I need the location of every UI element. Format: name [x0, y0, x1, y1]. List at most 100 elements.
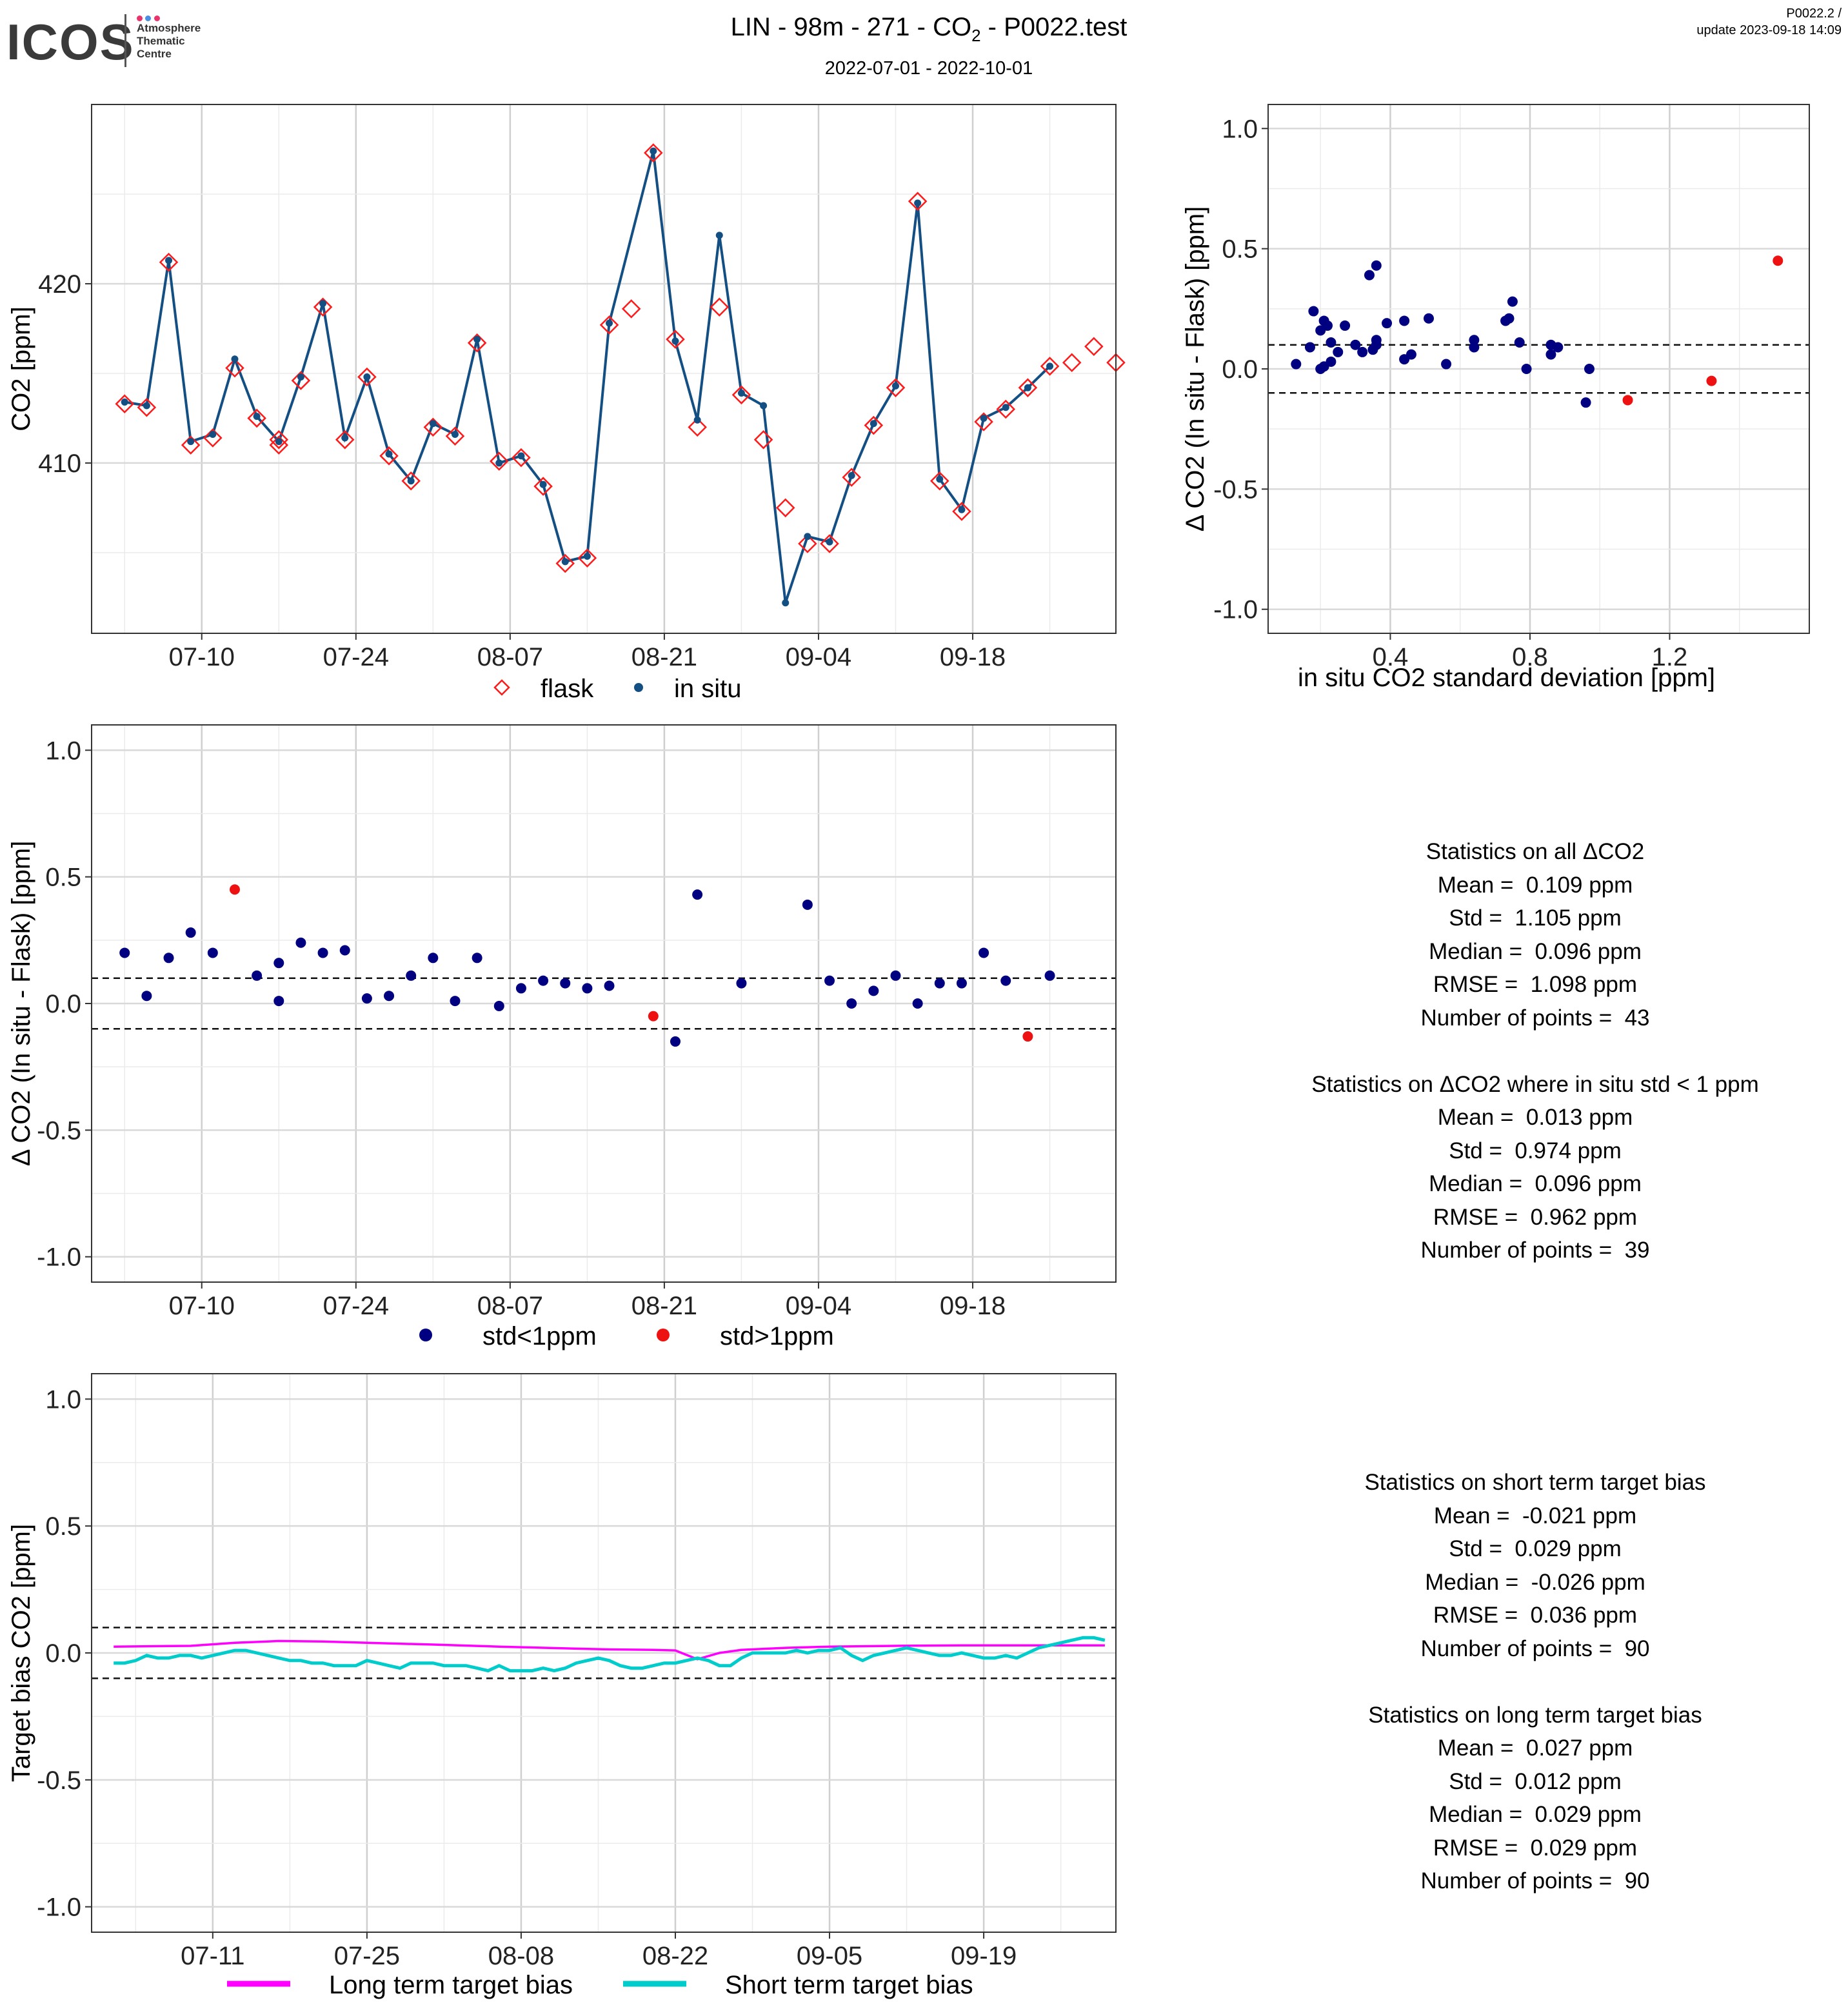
flask-marker — [666, 330, 685, 349]
point-std-below-1ppm — [207, 947, 218, 958]
x-tick-label: 08-08 — [488, 1942, 554, 1970]
point-std-below-1ppm — [295, 937, 306, 948]
y-tick-label: 0.5 — [1222, 235, 1258, 264]
insitu-point — [583, 552, 591, 560]
x-tick-label: 08-07 — [477, 1292, 543, 1320]
x-tick-label: 07-24 — [323, 1292, 389, 1320]
x-tick-label: 09-05 — [797, 1942, 862, 1970]
insitu-point — [253, 413, 261, 420]
point-std-below-1ppm — [1507, 296, 1518, 307]
point-std-below-1ppm — [560, 978, 571, 989]
point-std-above-1ppm — [1022, 1031, 1033, 1042]
insitu-point — [869, 420, 877, 428]
point-std-below-1ppm — [1322, 320, 1333, 331]
flask-marker — [798, 534, 817, 553]
delta-timeseries-panel: 1.0 0.5 0.0 -0.5 -1.0 07-10 07-24 08-07 08-21 09-… — [7, 724, 1117, 1350]
legend-label-long-term: Long term target bias — [329, 1971, 573, 1999]
y-axis-label: Target bias CO2 [ppm] — [7, 1524, 35, 1782]
insitu-point — [143, 402, 150, 410]
y-tick-label: -1.0 — [1213, 596, 1258, 624]
stats-line: Std = 1.105 ppm — [1449, 905, 1622, 931]
insitu-series-line — [124, 150, 1051, 604]
point-std-above-1ppm — [229, 884, 240, 895]
y-axis-label: Δ CO2 (In situ - Flask) [ppm] — [7, 841, 35, 1167]
point-std-below-1ppm — [1308, 306, 1319, 317]
version-label: P0022.2 / — [1786, 6, 1842, 21]
target-bias-panel: 1.0 0.5 0.0 -0.5 -1.0 07-11 07-25 08-08 08-22 09-… — [7, 1373, 1117, 1999]
point-std-below-1ppm — [1382, 318, 1393, 329]
stats-line: Median = 0.096 ppm — [1429, 938, 1642, 964]
point-std-below-1ppm — [163, 953, 174, 964]
flask-marker — [159, 252, 179, 272]
flask-marker — [493, 679, 510, 696]
x-tick-label: 09-19 — [951, 1942, 1017, 1970]
point-std-below-1ppm — [824, 975, 835, 986]
legend-label-std-above: std>1ppm — [720, 1322, 834, 1350]
x-tick-label: 09-18 — [940, 1292, 1006, 1320]
y-tick-label: 0.0 — [45, 990, 81, 1018]
stats-line: Number of points = 90 — [1420, 1868, 1650, 1893]
flask-marker — [974, 412, 993, 431]
flask-marker — [137, 397, 157, 417]
insitu-point — [473, 335, 481, 343]
flask-marker — [269, 430, 289, 450]
flask-marker — [1062, 353, 1082, 373]
point-std-above-1ppm — [1622, 395, 1633, 406]
legend-marker-std-below — [419, 1329, 432, 1341]
x-tick-label: 07-10 — [169, 1292, 235, 1320]
point-std-below-1ppm — [472, 953, 482, 964]
flask-marker — [225, 358, 244, 378]
legend-label-short-term: Short term target bias — [725, 1971, 973, 1999]
point-std-below-1ppm — [934, 978, 945, 989]
point-std-below-1ppm — [1291, 359, 1302, 370]
stats-line: Number of points = 43 — [1420, 1005, 1650, 1031]
insitu-point — [407, 477, 415, 485]
point-std-below-1ppm — [1364, 270, 1375, 281]
point-std-below-1ppm — [361, 993, 372, 1004]
logo-sub-line: Thematic — [137, 35, 185, 47]
insitu-point — [804, 533, 811, 540]
insitu-point — [319, 300, 327, 308]
flask-marker — [842, 468, 861, 487]
point-std-below-1ppm — [406, 970, 417, 981]
y-tick-label: 1.0 — [1222, 115, 1258, 143]
flask-marker — [996, 399, 1016, 419]
point-std-below-1ppm — [979, 947, 989, 958]
flask-marker — [512, 448, 531, 468]
insitu-point — [363, 373, 371, 381]
y-tick-label: -1.0 — [37, 1243, 81, 1272]
title-subscript: 2 — [971, 26, 981, 45]
flask-marker — [731, 385, 751, 405]
x-axis-label: in situ CO2 standard deviation [ppm] — [1298, 664, 1715, 692]
point-std-below-1ppm — [890, 970, 901, 981]
point-std-above-1ppm — [1773, 255, 1783, 266]
point-std-below-1ppm — [802, 899, 813, 910]
legend-marker-insitu — [634, 683, 643, 692]
x-tick-label: 07-10 — [169, 643, 235, 671]
point-std-below-1ppm — [1340, 320, 1351, 331]
insitu-point — [341, 434, 349, 442]
insitu-point — [606, 319, 613, 327]
y-axis-label: CO2 [ppm] — [7, 306, 35, 431]
y-tick-label: -0.5 — [37, 1116, 81, 1145]
point-std-below-1ppm — [273, 958, 284, 969]
y-tick-label: 1.0 — [45, 737, 81, 765]
insitu-point — [1002, 404, 1009, 411]
flask-marker — [908, 192, 928, 211]
insitu-point — [980, 414, 988, 422]
insitu-point — [936, 475, 944, 483]
flask-marker — [1040, 357, 1060, 376]
y-axis-label: Δ CO2 (In situ - Flask) [ppm] — [1181, 206, 1209, 532]
point-std-below-1ppm — [1326, 337, 1336, 348]
point-std-below-1ppm — [670, 1036, 681, 1047]
flask-marker — [357, 367, 377, 387]
point-std-above-1ppm — [1706, 375, 1717, 386]
stats-line: Mean = 0.109 ppm — [1437, 872, 1633, 898]
x-tick-label: 08-07 — [477, 643, 543, 671]
flask-marker — [577, 548, 597, 568]
point-std-below-1ppm — [1406, 349, 1416, 360]
stats-line: Mean = 0.027 ppm — [1437, 1735, 1633, 1761]
insitu-point — [715, 232, 723, 239]
point-std-below-1ppm — [1304, 342, 1315, 353]
stats-line: RMSE = 0.962 ppm — [1433, 1204, 1638, 1230]
